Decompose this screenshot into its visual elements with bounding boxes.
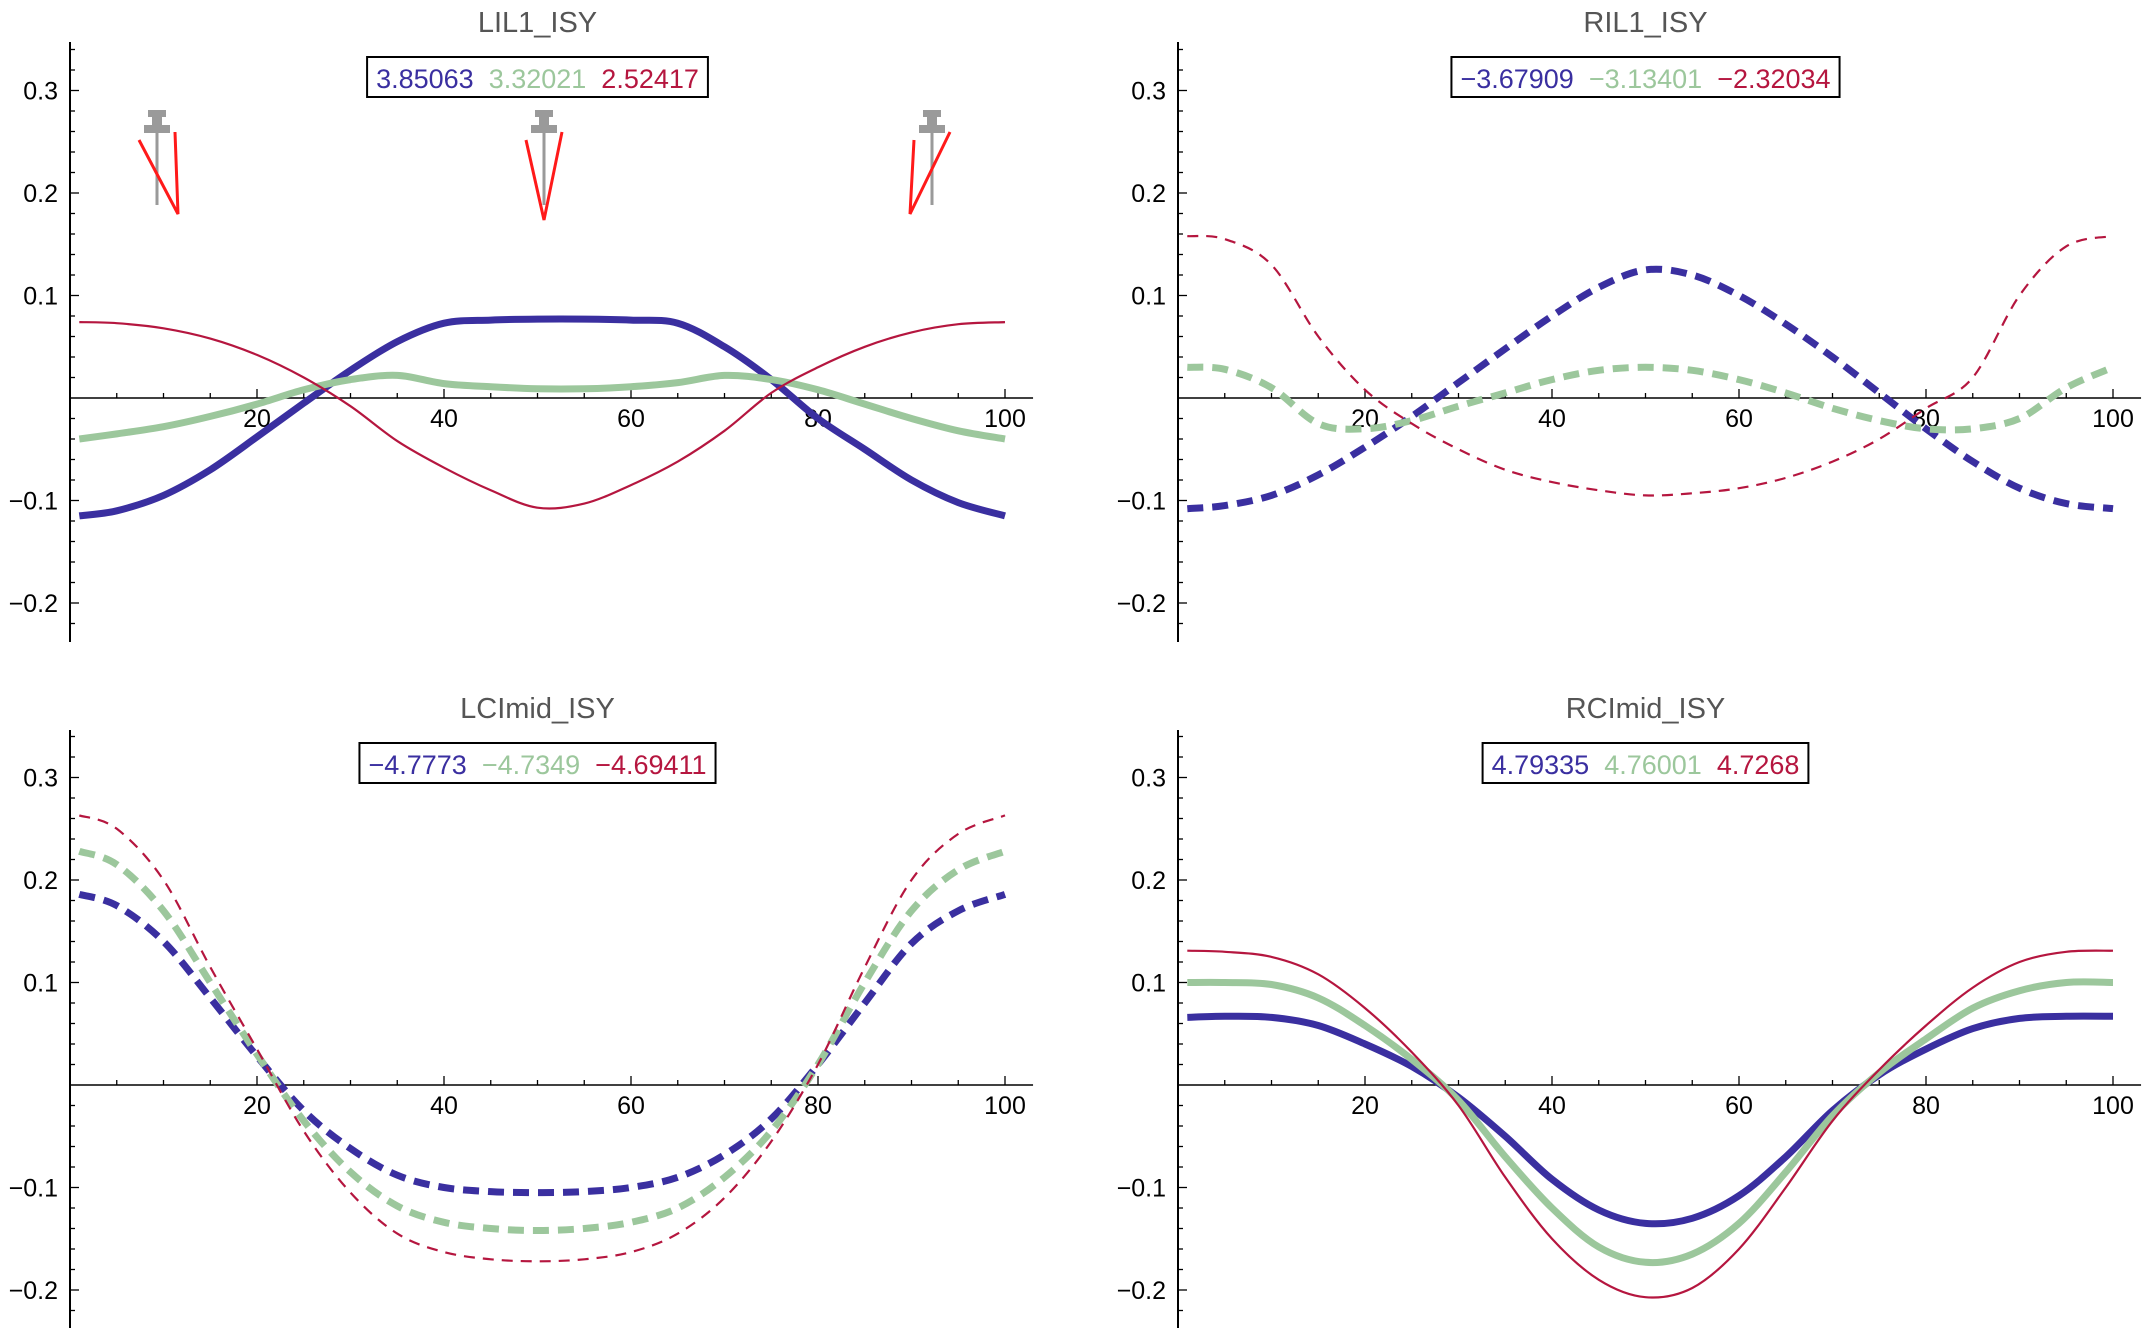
- chart-panel-4: RCImid_ISY −0.2 −0.1 0.1 0.2 0.3 20 40 60 80 100 4.…: [1117, 693, 2142, 1328]
- series-line-red: [1187, 234, 2114, 497]
- series-line-green: [78, 847, 1007, 1234]
- legend-value-red: 4.7268: [1717, 750, 1800, 780]
- y-tick-label: 0.2: [23, 180, 58, 208]
- y-tick-label: −0.1: [1117, 1175, 1166, 1203]
- y-tick-label: 0.3: [23, 78, 58, 106]
- legend-value-green: −4.7349: [482, 750, 580, 780]
- legend-value-red: −4.69411: [595, 750, 706, 780]
- x-tick-label: 60: [1725, 1092, 1753, 1120]
- x-tick-label: 40: [1538, 405, 1566, 433]
- x-tick-label: 100: [2092, 1092, 2134, 1120]
- y-tick-label: 0.2: [1131, 867, 1166, 895]
- probe-icon-center: [524, 110, 564, 221]
- probe-icon-left: [137, 110, 180, 215]
- x-tick-label: 80: [1912, 1092, 1940, 1120]
- probe-collar: [144, 125, 170, 133]
- probe-neck: [539, 117, 549, 125]
- x-tick-label: 60: [617, 405, 645, 433]
- series-line-red: [79, 321, 1006, 510]
- legend-value-red: 2.52417: [601, 64, 699, 94]
- legend: −3.67909 −3.13401 −2.32034: [1450, 56, 1841, 98]
- series-line-red: [1187, 949, 2114, 1299]
- chart-panel-3: LCImid_ISY −0.2 −0.1 0.1 0.2 0.3 20 40 60 80 100 −4…: [9, 693, 1034, 1328]
- series-line-red: [78, 814, 1006, 1263]
- chart-panel-2: RIL1_ISY−0.2−0.10.10.20.320 40 60 80 100−3.6…: [1117, 7, 2142, 642]
- probe-neck: [152, 117, 162, 125]
- x-tick-label: 100: [2092, 405, 2134, 433]
- probe-pointer: [137, 131, 180, 215]
- y-tick-label: −0.1: [9, 488, 58, 516]
- legend: −4.7773 −4.7349 −4.69411: [358, 742, 717, 784]
- x-tick-label: 20: [243, 1092, 271, 1120]
- legend-value-blue: −4.7773: [368, 750, 466, 780]
- y-tick-label: 0.1: [1131, 970, 1166, 998]
- y-tick-label: 0.2: [1131, 180, 1166, 208]
- x-tick-label: 40: [430, 1092, 458, 1120]
- probe-head: [923, 110, 941, 117]
- legend-box: [1481, 742, 1810, 784]
- legend: 4.79335 4.76001 4.7268: [1481, 742, 1810, 784]
- y-tick-label: 0.2: [23, 867, 58, 895]
- series-line-blue: [78, 315, 1006, 520]
- legend-value-green: 4.76001: [1604, 750, 1702, 780]
- x-tick-label: 20: [1351, 1092, 1379, 1120]
- legend-box: [358, 742, 717, 784]
- chart-title: RIL1_ISY: [1583, 7, 1707, 39]
- chart-title: LIL1_ISY: [478, 7, 597, 39]
- probe-head: [535, 110, 553, 117]
- series-line-blue: [1187, 265, 2114, 513]
- x-tick-label: 100: [984, 405, 1026, 433]
- legend-value-red: −2.32034: [1717, 64, 1830, 94]
- y-tick-label: −0.2: [1117, 1277, 1166, 1305]
- chart-title: LCImid_ISY: [460, 693, 615, 725]
- y-tick-label: 0.1: [23, 283, 58, 311]
- y-tick-label: −0.2: [1117, 590, 1166, 618]
- y-tick-label: 0.1: [23, 970, 58, 998]
- chart-panel-1: LIL1_ISY−0.2−0.10.10.20.320 40 60 80 1003.85…: [9, 7, 1034, 642]
- y-tick-label: 0.3: [1131, 765, 1166, 793]
- probe-head: [148, 110, 166, 117]
- legend-value-blue: 4.79335: [1492, 750, 1590, 780]
- series-line-blue: [78, 891, 1007, 1197]
- probe-collar: [531, 125, 557, 133]
- x-tick-label: 60: [617, 1092, 645, 1120]
- y-tick-label: −0.1: [9, 1175, 58, 1203]
- x-tick-label: 100: [984, 1092, 1026, 1120]
- legend-value-green: −3.13401: [1589, 64, 1702, 94]
- legend-value-blue: 3.85063: [376, 64, 474, 94]
- x-tick-label: 60: [1725, 405, 1753, 433]
- series-line-green: [1187, 363, 2115, 434]
- legend-box: [1450, 56, 1841, 98]
- legend-box: [366, 56, 709, 98]
- series-line-blue: [1187, 1012, 2114, 1228]
- legend-value-blue: −3.67909: [1460, 64, 1573, 94]
- probe-collar: [919, 125, 945, 133]
- y-tick-label: −0.2: [9, 590, 58, 618]
- x-tick-label: 80: [804, 1092, 832, 1120]
- y-tick-label: 0.3: [1131, 78, 1166, 106]
- y-tick-label: −0.1: [1117, 488, 1166, 516]
- legend-value-green: 3.32021: [489, 64, 587, 94]
- probe-neck: [927, 117, 937, 125]
- legend: 3.85063 3.32021 2.52417: [366, 56, 709, 98]
- x-tick-label: 40: [1538, 1092, 1566, 1120]
- y-tick-label: 0.1: [1131, 283, 1166, 311]
- probe-pointer: [524, 131, 564, 221]
- series-line-green: [78, 371, 1006, 443]
- probe-icon-right: [908, 110, 952, 215]
- x-tick-label: 40: [430, 405, 458, 433]
- probe-pointer: [908, 131, 952, 215]
- chart-title: RCImid_ISY: [1566, 693, 1726, 725]
- y-tick-label: −0.2: [9, 1277, 58, 1305]
- y-tick-label: 0.3: [23, 765, 58, 793]
- series-line-green: [1187, 978, 2114, 1267]
